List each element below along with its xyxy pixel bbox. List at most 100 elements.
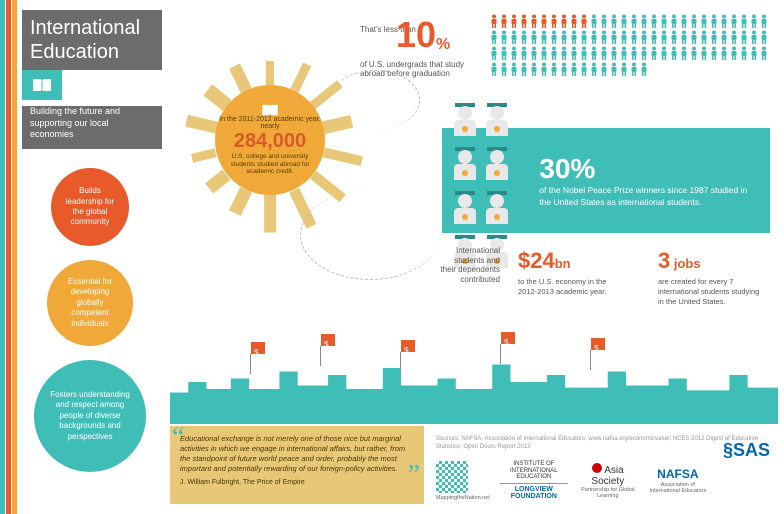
- person-icon: [560, 14, 568, 28]
- person-icon: [540, 62, 548, 76]
- person-icon: [760, 46, 768, 60]
- person-icon: [530, 14, 538, 28]
- person-icon: [620, 62, 628, 76]
- person-icon: [700, 14, 708, 28]
- skyline: [170, 354, 778, 424]
- qr-caption: MappingtheNation.net: [436, 495, 490, 501]
- flag-pole: [320, 346, 321, 366]
- dollar-flag-icon: $: [401, 340, 415, 352]
- person-icon: [690, 14, 698, 28]
- person-icon: [550, 46, 558, 60]
- graduate-icon: [452, 98, 478, 138]
- person-icon: [630, 14, 638, 28]
- benefit-circle: Builds leadership for the global communi…: [51, 168, 129, 246]
- graduate-icon: [484, 142, 510, 182]
- title: International Education: [22, 10, 162, 70]
- person-icon: [590, 30, 598, 44]
- person-icon: [510, 14, 518, 28]
- person-icon: [760, 14, 768, 28]
- sources-text: Sources: NAFSA: Association of Internati…: [436, 436, 766, 452]
- flag-pole: [500, 344, 501, 364]
- person-icon: [730, 30, 738, 44]
- person-icon: [570, 46, 578, 60]
- infographic-canvas: International Education Building the fut…: [0, 0, 784, 514]
- person-icon: [500, 30, 508, 44]
- person-icon: [720, 30, 728, 44]
- person-icon: [510, 62, 518, 76]
- person-icon: [520, 62, 528, 76]
- person-icon: [590, 62, 598, 76]
- globe-number: 284,000: [234, 130, 306, 153]
- person-icon: [560, 62, 568, 76]
- benefit-circle: Fosters understanding and respect among …: [34, 360, 146, 472]
- quote-open-icon: “: [172, 422, 184, 454]
- pct-symbol: %: [436, 36, 450, 54]
- person-icon: [550, 62, 558, 76]
- flag-pole: [400, 352, 401, 372]
- stripe: [12, 0, 17, 514]
- iie-logo: INSTITUTE OF INTERNATIONAL EDUCATION LON…: [500, 461, 568, 501]
- person-icon: [660, 14, 668, 28]
- person-icon: [610, 14, 618, 28]
- person-icon: [700, 30, 708, 44]
- person-icon: [630, 46, 638, 60]
- person-icon: [660, 30, 668, 44]
- person-icon: [490, 14, 498, 28]
- person-icon: [620, 14, 628, 28]
- person-icon: [530, 30, 538, 44]
- building-silhouette: [322, 147, 362, 165]
- person-icon: [740, 30, 748, 44]
- contrib-label: International students and their depende…: [440, 246, 500, 284]
- person-icon: [590, 14, 598, 28]
- stat2-sub: are created for every 7 international st…: [658, 277, 760, 306]
- dotted-path: [330, 70, 420, 130]
- person-icon: [490, 46, 498, 60]
- stat2-unit: jobs: [670, 256, 700, 271]
- person-icon: [500, 46, 508, 60]
- stat1-num: $24: [518, 248, 555, 273]
- person-icon: [580, 62, 588, 76]
- person-icon: [700, 46, 708, 60]
- book-icon: [22, 70, 62, 100]
- person-icon: [690, 30, 698, 44]
- building-silhouette: [185, 115, 218, 134]
- person-icon: [560, 46, 568, 60]
- person-icon: [550, 14, 558, 28]
- person-icon: [520, 14, 528, 28]
- person-icon: [610, 46, 618, 60]
- building-silhouette: [266, 61, 274, 85]
- person-icon: [750, 14, 758, 28]
- person-icon: [720, 46, 728, 60]
- person-icon: [500, 62, 508, 76]
- dollar-flag-icon: $: [591, 338, 605, 350]
- stripe: [6, 0, 11, 514]
- person-icon: [600, 62, 608, 76]
- person-icon: [630, 62, 638, 76]
- person-icon: [580, 14, 588, 28]
- person-icon: [610, 62, 618, 76]
- person-icon: [600, 30, 608, 44]
- person-icon: [560, 30, 568, 44]
- person-icon: [640, 62, 648, 76]
- nobel-block: 30% of the Nobel Peace Prize winners sin…: [442, 128, 770, 233]
- person-icon: [730, 46, 738, 60]
- dollar-flag-icon: $: [501, 332, 515, 344]
- dotted-path: [300, 190, 440, 280]
- person-icon: [580, 46, 588, 60]
- nobel-pct: 30%: [539, 153, 756, 185]
- dollar-flag-icon: $: [251, 342, 265, 354]
- stripe: [0, 0, 5, 514]
- pct-num: 10: [396, 14, 436, 56]
- nobel-sub: of the Nobel Peace Prize winners since 1…: [539, 185, 756, 207]
- person-icon: [520, 46, 528, 60]
- quote-close-icon: ”: [408, 460, 420, 492]
- person-icon: [630, 30, 638, 44]
- person-icon: [710, 30, 718, 44]
- stat1-sub: to the U.S. economy in the 2012-2013 aca…: [518, 277, 607, 297]
- person-icon: [680, 30, 688, 44]
- globe-center: In the 2011-2012 academic year, nearly 2…: [215, 85, 325, 195]
- person-icon: [580, 30, 588, 44]
- graduate-icon: [452, 186, 478, 226]
- quote-box: “ Educational exchange is not merely one…: [170, 426, 424, 504]
- person-icon: [690, 46, 698, 60]
